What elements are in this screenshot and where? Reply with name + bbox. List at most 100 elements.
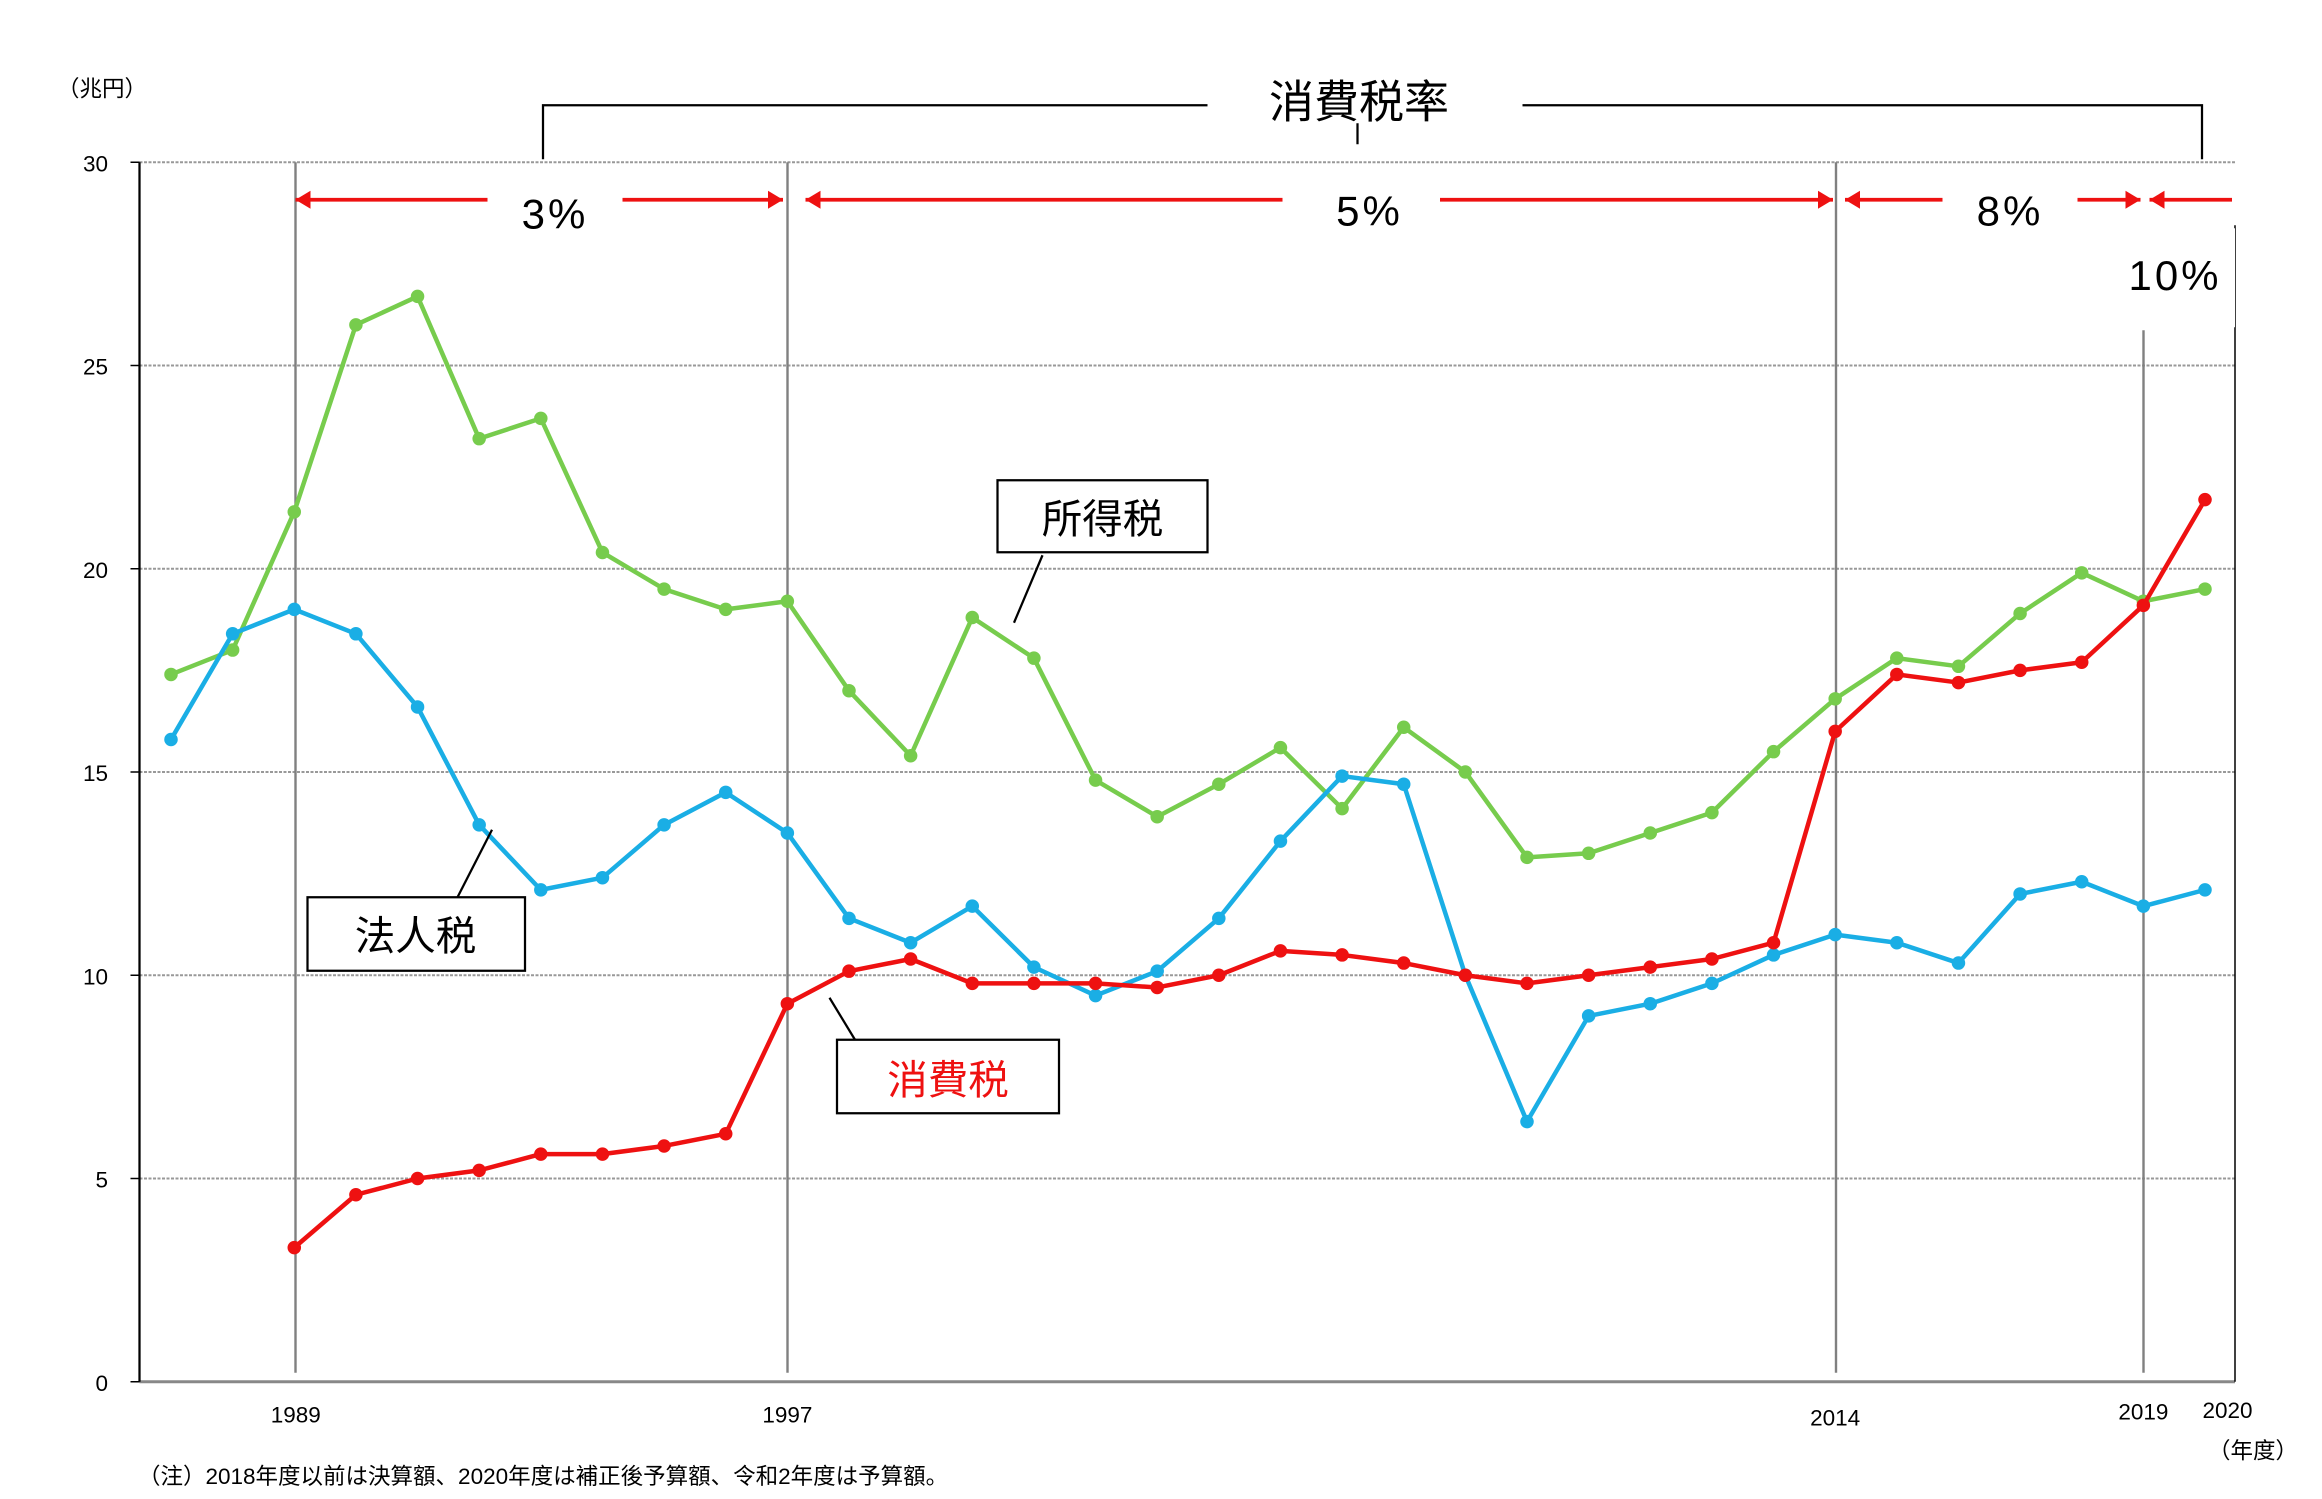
data-point bbox=[410, 700, 425, 714]
data-point bbox=[595, 545, 610, 560]
data-point bbox=[1520, 1114, 1534, 1129]
data-point bbox=[842, 911, 856, 926]
data-point bbox=[1951, 659, 1966, 674]
series-1 bbox=[164, 602, 2212, 1129]
data-point bbox=[1705, 952, 1719, 966]
data-point bbox=[657, 582, 671, 596]
data-point bbox=[1828, 692, 1842, 706]
data-point bbox=[1027, 960, 1041, 974]
y-tick-label: 0 bbox=[95, 1371, 108, 1396]
consumption-tax-label: 消費税 bbox=[887, 1057, 1009, 1103]
data-point bbox=[780, 594, 795, 609]
y-tick-label: 30 bbox=[83, 151, 108, 176]
data-point bbox=[1027, 651, 1041, 665]
data-point bbox=[1705, 976, 1719, 991]
data-point bbox=[1027, 976, 1041, 991]
data-point bbox=[2013, 606, 2027, 621]
data-point bbox=[1273, 740, 1288, 755]
rate-change-lines bbox=[294, 162, 2145, 1373]
data-point bbox=[2074, 566, 2089, 580]
label-consumption-tax: 消費税 bbox=[828, 997, 1061, 1115]
data-point bbox=[1150, 964, 1164, 978]
data-point bbox=[1705, 805, 1719, 820]
data-point bbox=[780, 996, 795, 1011]
data-point bbox=[287, 602, 302, 617]
series-lines bbox=[164, 289, 2212, 1255]
data-point bbox=[595, 1147, 610, 1161]
x-tick-label: 2014 bbox=[1810, 1405, 1860, 1430]
data-point bbox=[595, 870, 610, 885]
data-point bbox=[472, 818, 486, 832]
data-point bbox=[657, 1139, 671, 1153]
data-point bbox=[903, 935, 918, 950]
data-point bbox=[1335, 948, 1349, 962]
data-point bbox=[2013, 887, 2027, 901]
x-tick-label: 2020 bbox=[2202, 1398, 2252, 1423]
data-point bbox=[534, 411, 548, 426]
footnote: （注）2018年度以前は決算額、2020年度は補正後予算額、令和2年度は予算額。 bbox=[138, 1464, 948, 1489]
data-point bbox=[657, 818, 671, 832]
y-tick-label: 10 bbox=[83, 964, 108, 989]
corporate-tax-label: 法人税 bbox=[355, 913, 477, 959]
data-point bbox=[164, 667, 178, 682]
data-point bbox=[1828, 724, 1842, 739]
data-point bbox=[349, 627, 363, 641]
data-point bbox=[287, 505, 302, 519]
x-tick-label: 1997 bbox=[762, 1402, 812, 1427]
data-point bbox=[1212, 911, 1226, 926]
data-point bbox=[2013, 663, 2027, 678]
data-point bbox=[842, 964, 856, 978]
income-tax-label: 所得税 bbox=[1042, 496, 1164, 542]
series-2 bbox=[287, 492, 2212, 1255]
y-unit-label: （兆円） bbox=[57, 76, 147, 101]
x-axis-ticks: 1989 1997 2014 2019 2020 bbox=[271, 1398, 2253, 1431]
rate-title: 消費税率 bbox=[1269, 76, 1449, 127]
data-point bbox=[1088, 773, 1103, 787]
data-point bbox=[1581, 1009, 1596, 1023]
data-point bbox=[1890, 935, 1904, 950]
period-arrow-3%: 3% bbox=[295, 190, 783, 237]
x-tick-label: 1989 bbox=[271, 1402, 321, 1427]
data-point bbox=[225, 643, 240, 657]
data-point bbox=[1335, 769, 1349, 783]
period-arrow-5%: 5% bbox=[805, 187, 1833, 234]
data-point bbox=[349, 318, 363, 332]
data-point bbox=[472, 431, 486, 446]
data-point bbox=[842, 683, 856, 698]
data-point bbox=[2074, 875, 2089, 889]
data-point bbox=[1951, 675, 1966, 690]
data-point bbox=[2074, 655, 2089, 669]
data-point bbox=[1396, 720, 1411, 735]
data-point bbox=[1890, 651, 1904, 665]
y-tick-label: 15 bbox=[83, 761, 108, 786]
data-point bbox=[1335, 801, 1349, 816]
data-point bbox=[1828, 927, 1842, 942]
data-point bbox=[349, 1188, 363, 1202]
data-point bbox=[1581, 846, 1596, 861]
x-unit-label: （年度） bbox=[2208, 1438, 2298, 1463]
series-line bbox=[292, 498, 2207, 1250]
x-tick-label: 2019 bbox=[2118, 1399, 2168, 1424]
data-point bbox=[1643, 826, 1658, 840]
data-point bbox=[1396, 956, 1411, 970]
data-point bbox=[1150, 980, 1164, 995]
data-point bbox=[903, 952, 918, 966]
data-point bbox=[2198, 582, 2212, 596]
data-point bbox=[1088, 976, 1103, 991]
data-point bbox=[164, 732, 178, 747]
series-0 bbox=[164, 289, 2212, 865]
data-point bbox=[225, 627, 240, 641]
data-point bbox=[965, 899, 980, 913]
data-point bbox=[2136, 899, 2151, 913]
data-point bbox=[1890, 667, 1904, 682]
period-label: 5% bbox=[1336, 187, 1403, 234]
data-point bbox=[718, 1127, 733, 1141]
series-line bbox=[170, 294, 2206, 860]
data-point bbox=[1458, 765, 1473, 779]
data-point bbox=[1212, 968, 1226, 982]
data-point bbox=[1951, 956, 1966, 970]
data-point bbox=[718, 602, 733, 617]
label-income-tax: 所得税 bbox=[996, 479, 1209, 624]
rate-bracket bbox=[541, 104, 2204, 160]
data-point bbox=[1766, 935, 1781, 950]
